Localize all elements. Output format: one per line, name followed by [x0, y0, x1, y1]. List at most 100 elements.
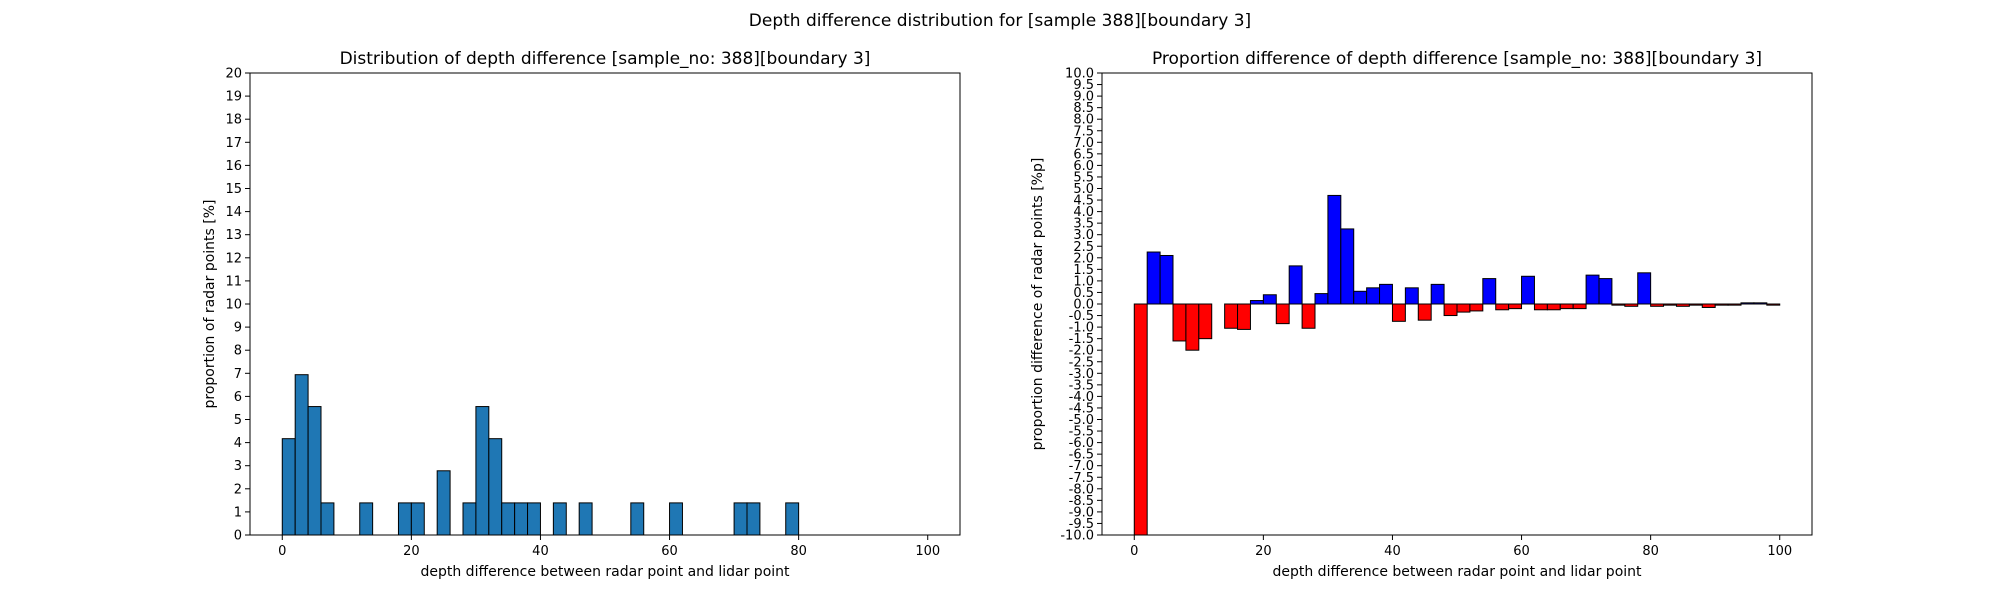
- right-histogram-bar: [1766, 303, 1781, 306]
- right-y-tick-label: 6.5: [1073, 147, 1094, 162]
- right-y-tick-label: 5.0: [1073, 182, 1094, 197]
- right-x-tick-label: 20: [1255, 544, 1272, 559]
- right-histogram-bar: [1379, 283, 1393, 305]
- left-histogram-bar: [527, 502, 541, 536]
- left-chart-ylabel: proportion of radar points [%]: [202, 199, 218, 408]
- right-histogram-bar: [1133, 303, 1148, 536]
- right-histogram-bar: [1237, 303, 1251, 330]
- right-histogram-bar: [1469, 303, 1484, 312]
- right-histogram-bar: [1353, 290, 1368, 305]
- left-chart-xlabel: depth difference between radar point and…: [420, 564, 790, 580]
- left-histogram-bar: [307, 406, 322, 536]
- left-y-tick-label: 11: [225, 274, 242, 289]
- left-histogram-bar: [514, 502, 529, 536]
- left-y-tick-label: 10: [225, 298, 242, 313]
- right-histogram-bar: [1495, 303, 1510, 311]
- right-histogram-bar: [1172, 303, 1187, 342]
- right-histogram-bar: [1753, 302, 1768, 305]
- right-histogram-bar: [1701, 303, 1716, 308]
- right-histogram-bar: [1249, 300, 1264, 305]
- right-y-tick-label: -3.5: [1069, 378, 1094, 393]
- right-histogram-bar: [1611, 303, 1626, 306]
- left-x-tick-label: 20: [403, 544, 420, 559]
- right-y-tick-label: 8.0: [1073, 113, 1094, 128]
- left-y-tick-label: 14: [225, 205, 242, 220]
- left-y-tick-label: 7: [234, 367, 242, 382]
- right-y-tick-label: -0.5: [1069, 309, 1094, 324]
- left-x-tick-label: 60: [661, 544, 678, 559]
- right-y-tick-label: -5.0: [1069, 413, 1094, 428]
- left-y-tick-label: 5: [234, 413, 242, 428]
- left-y-tick-label: 19: [225, 90, 242, 105]
- left-y-tick-label: 15: [225, 182, 242, 197]
- right-y-tick-label: 9.5: [1073, 78, 1094, 93]
- right-y-tick-label: 3.0: [1073, 228, 1094, 243]
- right-histogram-bar: [1740, 302, 1755, 305]
- right-chart-title: Proportion difference of depth differenc…: [1152, 49, 1762, 69]
- right-histogram-bar: [1637, 272, 1652, 305]
- left-y-tick-label: 8: [234, 344, 242, 359]
- right-chart-ticks: 0 20 40 60 80 100 -10.0-9.5-9.0-8.5-8.0-7.5-7.…: [1060, 67, 1792, 560]
- right-histogram-bar: [1262, 294, 1277, 305]
- left-histogram-bar: [501, 502, 516, 536]
- right-chart-ylabel: proportion difference of radar points [%…: [1030, 158, 1046, 451]
- right-histogram-bar: [1314, 293, 1329, 305]
- left-y-tick-label: 17: [225, 136, 242, 151]
- left-histogram-bar: [359, 502, 374, 536]
- right-histogram-bar: [1159, 254, 1174, 305]
- right-chart-bars: [1133, 194, 1781, 536]
- right-histogram-bar: [1391, 303, 1406, 322]
- left-histogram-bar: [410, 502, 425, 536]
- left-x-tick-label: 0: [278, 544, 286, 559]
- right-y-tick-label: -9.5: [1069, 517, 1094, 532]
- right-histogram-bar: [1301, 303, 1316, 329]
- left-chart-axes-frame: [249, 72, 961, 536]
- left-chart-panel: Distribution of depth difference [sample…: [202, 49, 961, 580]
- right-histogram-bar: [1404, 287, 1419, 305]
- left-histogram-bar: [488, 438, 503, 536]
- right-y-tick-label: -1.0: [1069, 321, 1094, 336]
- right-histogram-bar: [1663, 303, 1677, 306]
- right-histogram-bar: [1675, 303, 1690, 307]
- right-y-tick-label: -4.5: [1069, 401, 1094, 416]
- left-histogram-bar: [733, 502, 748, 536]
- left-chart-bars: [281, 374, 800, 536]
- left-x-tick-label: 100: [915, 544, 940, 559]
- left-y-tick-label: 16: [225, 159, 242, 174]
- right-histogram-bar: [1275, 303, 1290, 325]
- right-y-tick-label: -1.5: [1069, 332, 1094, 347]
- right-x-tick-label: 100: [1767, 544, 1792, 559]
- left-histogram-bar: [281, 438, 296, 536]
- right-y-tick-label: 10.0: [1065, 67, 1094, 82]
- right-histogram-bar: [1598, 278, 1613, 305]
- figure-suptitle: Depth difference distribution for [sampl…: [749, 11, 1251, 31]
- right-x-tick-label: 80: [1642, 544, 1659, 559]
- left-x-tick-label: 80: [790, 544, 807, 559]
- left-histogram-bar: [436, 470, 451, 536]
- right-x-tick-label: 40: [1384, 544, 1401, 559]
- right-histogram-bar: [1288, 265, 1303, 305]
- right-histogram-bar: [1508, 303, 1523, 310]
- right-histogram-bar: [1430, 283, 1445, 305]
- right-y-tick-label: 2.0: [1073, 251, 1094, 266]
- right-y-tick-label: 8.5: [1073, 101, 1094, 116]
- right-histogram-bar: [1456, 303, 1471, 313]
- right-histogram-bar: [1146, 251, 1161, 305]
- right-histogram-bar: [1624, 303, 1639, 307]
- right-histogram-bar: [1366, 287, 1381, 305]
- right-histogram-bar: [1521, 275, 1535, 305]
- right-chart-axes-frame: [1101, 72, 1813, 536]
- right-histogram-bar: [1714, 303, 1729, 306]
- left-chart-title: Distribution of depth difference [sample…: [340, 49, 871, 69]
- left-y-tick-label: 0: [234, 529, 242, 544]
- right-histogram-bar: [1185, 303, 1200, 351]
- right-histogram-bar: [1727, 303, 1742, 306]
- right-histogram-bar: [1443, 303, 1458, 317]
- right-x-tick-label: 60: [1513, 544, 1530, 559]
- right-y-tick-label: 7.5: [1073, 124, 1094, 139]
- right-histogram-bar: [1688, 303, 1703, 306]
- right-chart-panel: Proportion difference of depth differenc…: [1030, 49, 1813, 580]
- right-histogram-bar: [1327, 194, 1342, 305]
- right-y-tick-label: 5.5: [1073, 170, 1094, 185]
